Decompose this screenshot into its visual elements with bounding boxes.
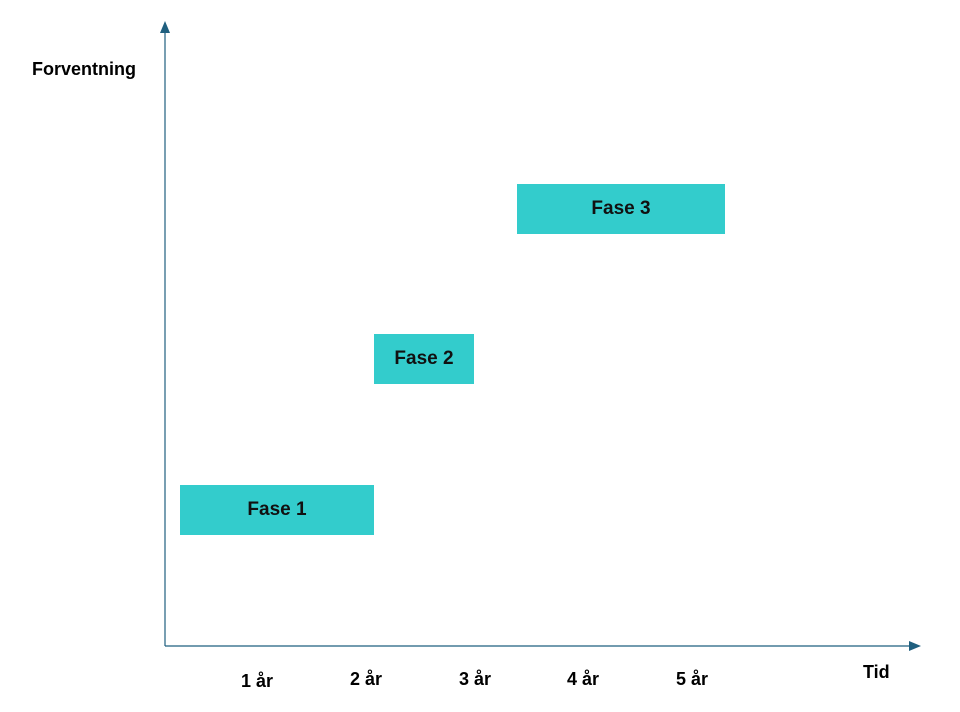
tick-label-1: 1 år <box>240 671 274 691</box>
phase-2-label: Fase 2 <box>394 348 454 369</box>
phase-1-label: Fase 1 <box>247 499 307 520</box>
y-axis-title: Forventning <box>32 59 136 79</box>
phase-3-box: Fase 3 <box>517 184 725 234</box>
tick-label-2: 2 år <box>349 669 383 689</box>
x-axis-title: Tid <box>863 662 890 682</box>
phase-2-box: Fase 2 <box>374 334 474 384</box>
tick-label-5: 5 år <box>675 669 709 689</box>
phase-1-box: Fase 1 <box>180 485 374 535</box>
x-axis-arrow-icon <box>909 641 921 651</box>
tick-label-4: 4 år <box>566 669 600 689</box>
tick-label-3: 3 år <box>458 669 492 689</box>
phase-3-label: Fase 3 <box>591 198 651 219</box>
y-axis-arrow-icon <box>160 21 170 33</box>
